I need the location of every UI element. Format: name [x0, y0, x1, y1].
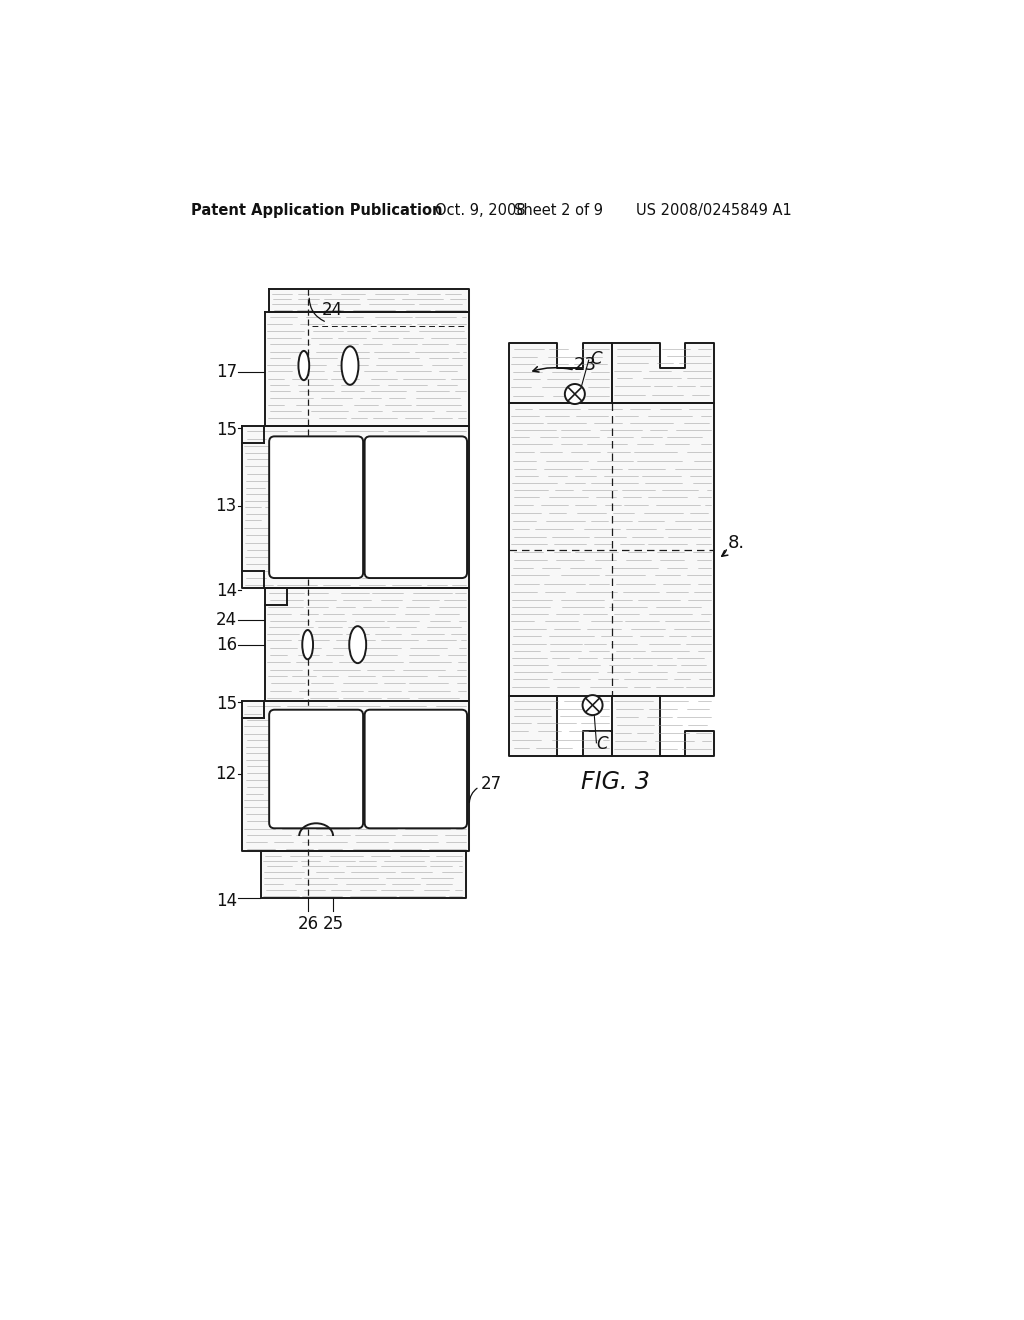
Text: C: C	[596, 735, 608, 754]
Text: 24: 24	[322, 301, 343, 318]
Text: Sheet 2 of 9: Sheet 2 of 9	[514, 203, 603, 218]
Text: 25: 25	[323, 915, 344, 932]
FancyBboxPatch shape	[269, 437, 364, 578]
Text: 14: 14	[216, 582, 237, 601]
Text: 26: 26	[298, 915, 319, 932]
Text: 13: 13	[216, 498, 237, 515]
Text: C: C	[590, 350, 602, 367]
Polygon shape	[611, 696, 714, 756]
Text: 12: 12	[216, 766, 237, 783]
Polygon shape	[509, 343, 611, 404]
Polygon shape	[243, 701, 469, 851]
Text: FIG. 3: FIG. 3	[582, 770, 650, 795]
Polygon shape	[265, 589, 469, 701]
Text: Patent Application Publication: Patent Application Publication	[190, 203, 442, 218]
Text: 14: 14	[216, 892, 237, 911]
Polygon shape	[265, 313, 469, 426]
Polygon shape	[243, 426, 469, 589]
Circle shape	[565, 384, 585, 404]
Polygon shape	[611, 343, 714, 404]
Text: 16: 16	[216, 636, 237, 653]
Text: 23: 23	[574, 356, 597, 374]
Polygon shape	[269, 289, 469, 313]
Ellipse shape	[349, 626, 367, 663]
Text: 15: 15	[216, 421, 237, 440]
FancyBboxPatch shape	[365, 437, 467, 578]
Text: 15: 15	[216, 694, 237, 713]
Ellipse shape	[342, 346, 358, 385]
Polygon shape	[509, 404, 714, 696]
Text: 17: 17	[216, 363, 237, 381]
Ellipse shape	[302, 630, 313, 659]
Text: 27: 27	[481, 775, 502, 792]
Text: US 2008/0245849 A1: US 2008/0245849 A1	[637, 203, 793, 218]
Ellipse shape	[298, 351, 309, 380]
Text: 24: 24	[216, 611, 237, 630]
Text: 8.: 8.	[728, 535, 745, 552]
Polygon shape	[261, 851, 466, 898]
FancyBboxPatch shape	[269, 710, 364, 829]
Circle shape	[583, 696, 602, 715]
Text: Oct. 9, 2008: Oct. 9, 2008	[435, 203, 525, 218]
FancyBboxPatch shape	[365, 710, 467, 829]
Polygon shape	[509, 696, 611, 756]
